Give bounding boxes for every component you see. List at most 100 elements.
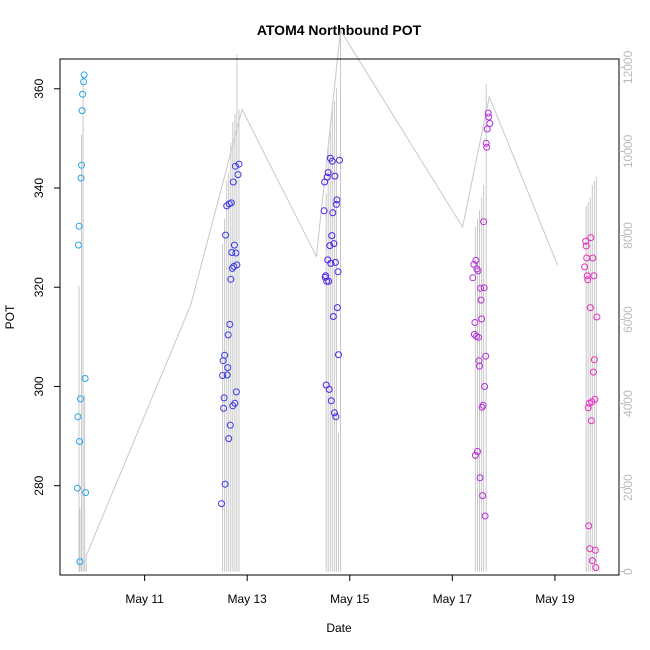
y-axis-label: POT bbox=[3, 304, 17, 329]
data-point-3-25 bbox=[482, 139, 490, 147]
data-point-3-29 bbox=[485, 113, 493, 121]
y-tick-label-1: 300 bbox=[32, 376, 46, 396]
data-point-0-14 bbox=[82, 489, 90, 497]
data-point-3-5 bbox=[472, 256, 480, 264]
data-point-1-30 bbox=[235, 160, 243, 168]
data-point-4-2 bbox=[582, 242, 590, 250]
data-point-1-11 bbox=[224, 331, 232, 339]
data-point-1-5 bbox=[221, 351, 229, 359]
data-point-2-26 bbox=[333, 304, 341, 312]
data-point-2-9 bbox=[325, 277, 333, 285]
y-tick-label-4: 360 bbox=[32, 78, 46, 98]
data-point-0-12 bbox=[80, 71, 88, 79]
data-point-1-18 bbox=[228, 249, 236, 256]
data-point-1-19 bbox=[228, 264, 236, 272]
data-point-3-0 bbox=[469, 274, 477, 282]
data-point-4-6 bbox=[584, 404, 592, 412]
data-point-3-12 bbox=[476, 362, 483, 370]
data-point-2-24 bbox=[332, 200, 340, 208]
data-point-1-7 bbox=[222, 231, 230, 239]
data-point-2-19 bbox=[330, 240, 338, 248]
data-point-1-14 bbox=[226, 320, 234, 328]
data-point-2-10 bbox=[325, 385, 333, 393]
data-point-4-0 bbox=[581, 263, 589, 271]
data-point-0-10 bbox=[79, 90, 87, 98]
spike-layer bbox=[78, 29, 597, 572]
data-point-1-29 bbox=[234, 171, 242, 179]
data-point-3-4 bbox=[471, 451, 479, 459]
data-point-1-6 bbox=[221, 480, 229, 488]
data-point-2-16 bbox=[328, 157, 336, 165]
data-point-4-15 bbox=[589, 254, 597, 262]
data-point-1-24 bbox=[231, 399, 239, 407]
data-point-0-2 bbox=[75, 241, 82, 249]
data-point-3-18 bbox=[479, 492, 487, 500]
data-point-1-17 bbox=[227, 199, 235, 207]
data-point-4-18 bbox=[590, 356, 598, 364]
y2-tick-label-6: 12000 bbox=[621, 50, 635, 84]
data-point-0-0 bbox=[73, 484, 81, 492]
data-point-0-1 bbox=[74, 413, 82, 421]
chart-title: ATOM4 Northbound POT bbox=[257, 22, 422, 38]
y-tick-label-3: 340 bbox=[32, 178, 46, 198]
data-point-0-6 bbox=[77, 395, 84, 403]
data-point-1-0 bbox=[218, 500, 225, 508]
data-point-3-16 bbox=[478, 315, 486, 323]
data-point-0-7 bbox=[77, 174, 85, 182]
data-point-3-30 bbox=[486, 120, 494, 127]
data-point-4-5 bbox=[584, 276, 592, 284]
data-point-2-5 bbox=[323, 277, 331, 285]
data-point-4-11 bbox=[587, 234, 595, 242]
data-point-1-23 bbox=[230, 241, 238, 249]
data-point-1-3 bbox=[220, 404, 228, 412]
data-point-4-21 bbox=[592, 564, 600, 572]
data-point-4-22 bbox=[593, 313, 601, 321]
data-point-2-21 bbox=[331, 172, 339, 180]
data-point-1-4 bbox=[220, 394, 228, 402]
data-point-2-13 bbox=[327, 259, 335, 267]
data-point-2-20 bbox=[330, 409, 338, 417]
data-point-3-22 bbox=[481, 383, 489, 390]
data-point-3-24 bbox=[482, 352, 490, 360]
data-point-1-1 bbox=[219, 372, 227, 379]
data-point-3-9 bbox=[474, 267, 482, 275]
data-point-1-9 bbox=[223, 371, 231, 379]
data-point-2-15 bbox=[328, 232, 336, 240]
data-point-0-9 bbox=[78, 107, 86, 115]
data-point-3-28 bbox=[484, 109, 492, 117]
data-point-2-8 bbox=[324, 169, 332, 177]
data-point-4-16 bbox=[589, 368, 597, 376]
data-point-2-28 bbox=[335, 351, 342, 359]
point-layer bbox=[73, 71, 601, 572]
data-point-2-11 bbox=[326, 242, 334, 250]
data-point-1-10 bbox=[224, 364, 232, 372]
data-point-3-10 bbox=[475, 333, 482, 341]
y2-tick-label-5: 10000 bbox=[621, 134, 635, 168]
axis-layer: 280 300 320 340 360 0 2000 4000 6000 8000 10000 120… bbox=[32, 50, 635, 606]
data-point-2-27 bbox=[334, 268, 342, 276]
data-point-1-16 bbox=[227, 275, 235, 283]
data-point-3-14 bbox=[477, 284, 484, 292]
data-point-3-13 bbox=[476, 474, 484, 482]
data-point-2-29 bbox=[336, 156, 343, 164]
y-tick-label-0: 280 bbox=[32, 475, 46, 495]
data-point-3-15 bbox=[477, 296, 485, 304]
data-point-2-22 bbox=[331, 258, 339, 266]
data-point-2-18 bbox=[329, 313, 337, 320]
data-point-4-7 bbox=[585, 522, 593, 530]
y2-tick-label-4: 8000 bbox=[621, 222, 635, 249]
data-point-2-25 bbox=[333, 196, 341, 204]
data-point-3-23 bbox=[481, 512, 489, 520]
y-tick-label-2: 320 bbox=[32, 277, 46, 297]
data-point-4-10 bbox=[586, 304, 594, 312]
data-point-2-23 bbox=[332, 413, 340, 421]
data-point-0-8 bbox=[78, 161, 85, 169]
x-tick-label-4: May 19 bbox=[535, 592, 575, 606]
data-point-4-19 bbox=[591, 395, 599, 403]
data-point-4-14 bbox=[588, 557, 596, 565]
data-point-1-15 bbox=[226, 421, 234, 429]
y2-tick-label-3: 6000 bbox=[621, 306, 635, 333]
connect-line bbox=[85, 28, 558, 556]
data-point-2-0 bbox=[320, 207, 328, 215]
